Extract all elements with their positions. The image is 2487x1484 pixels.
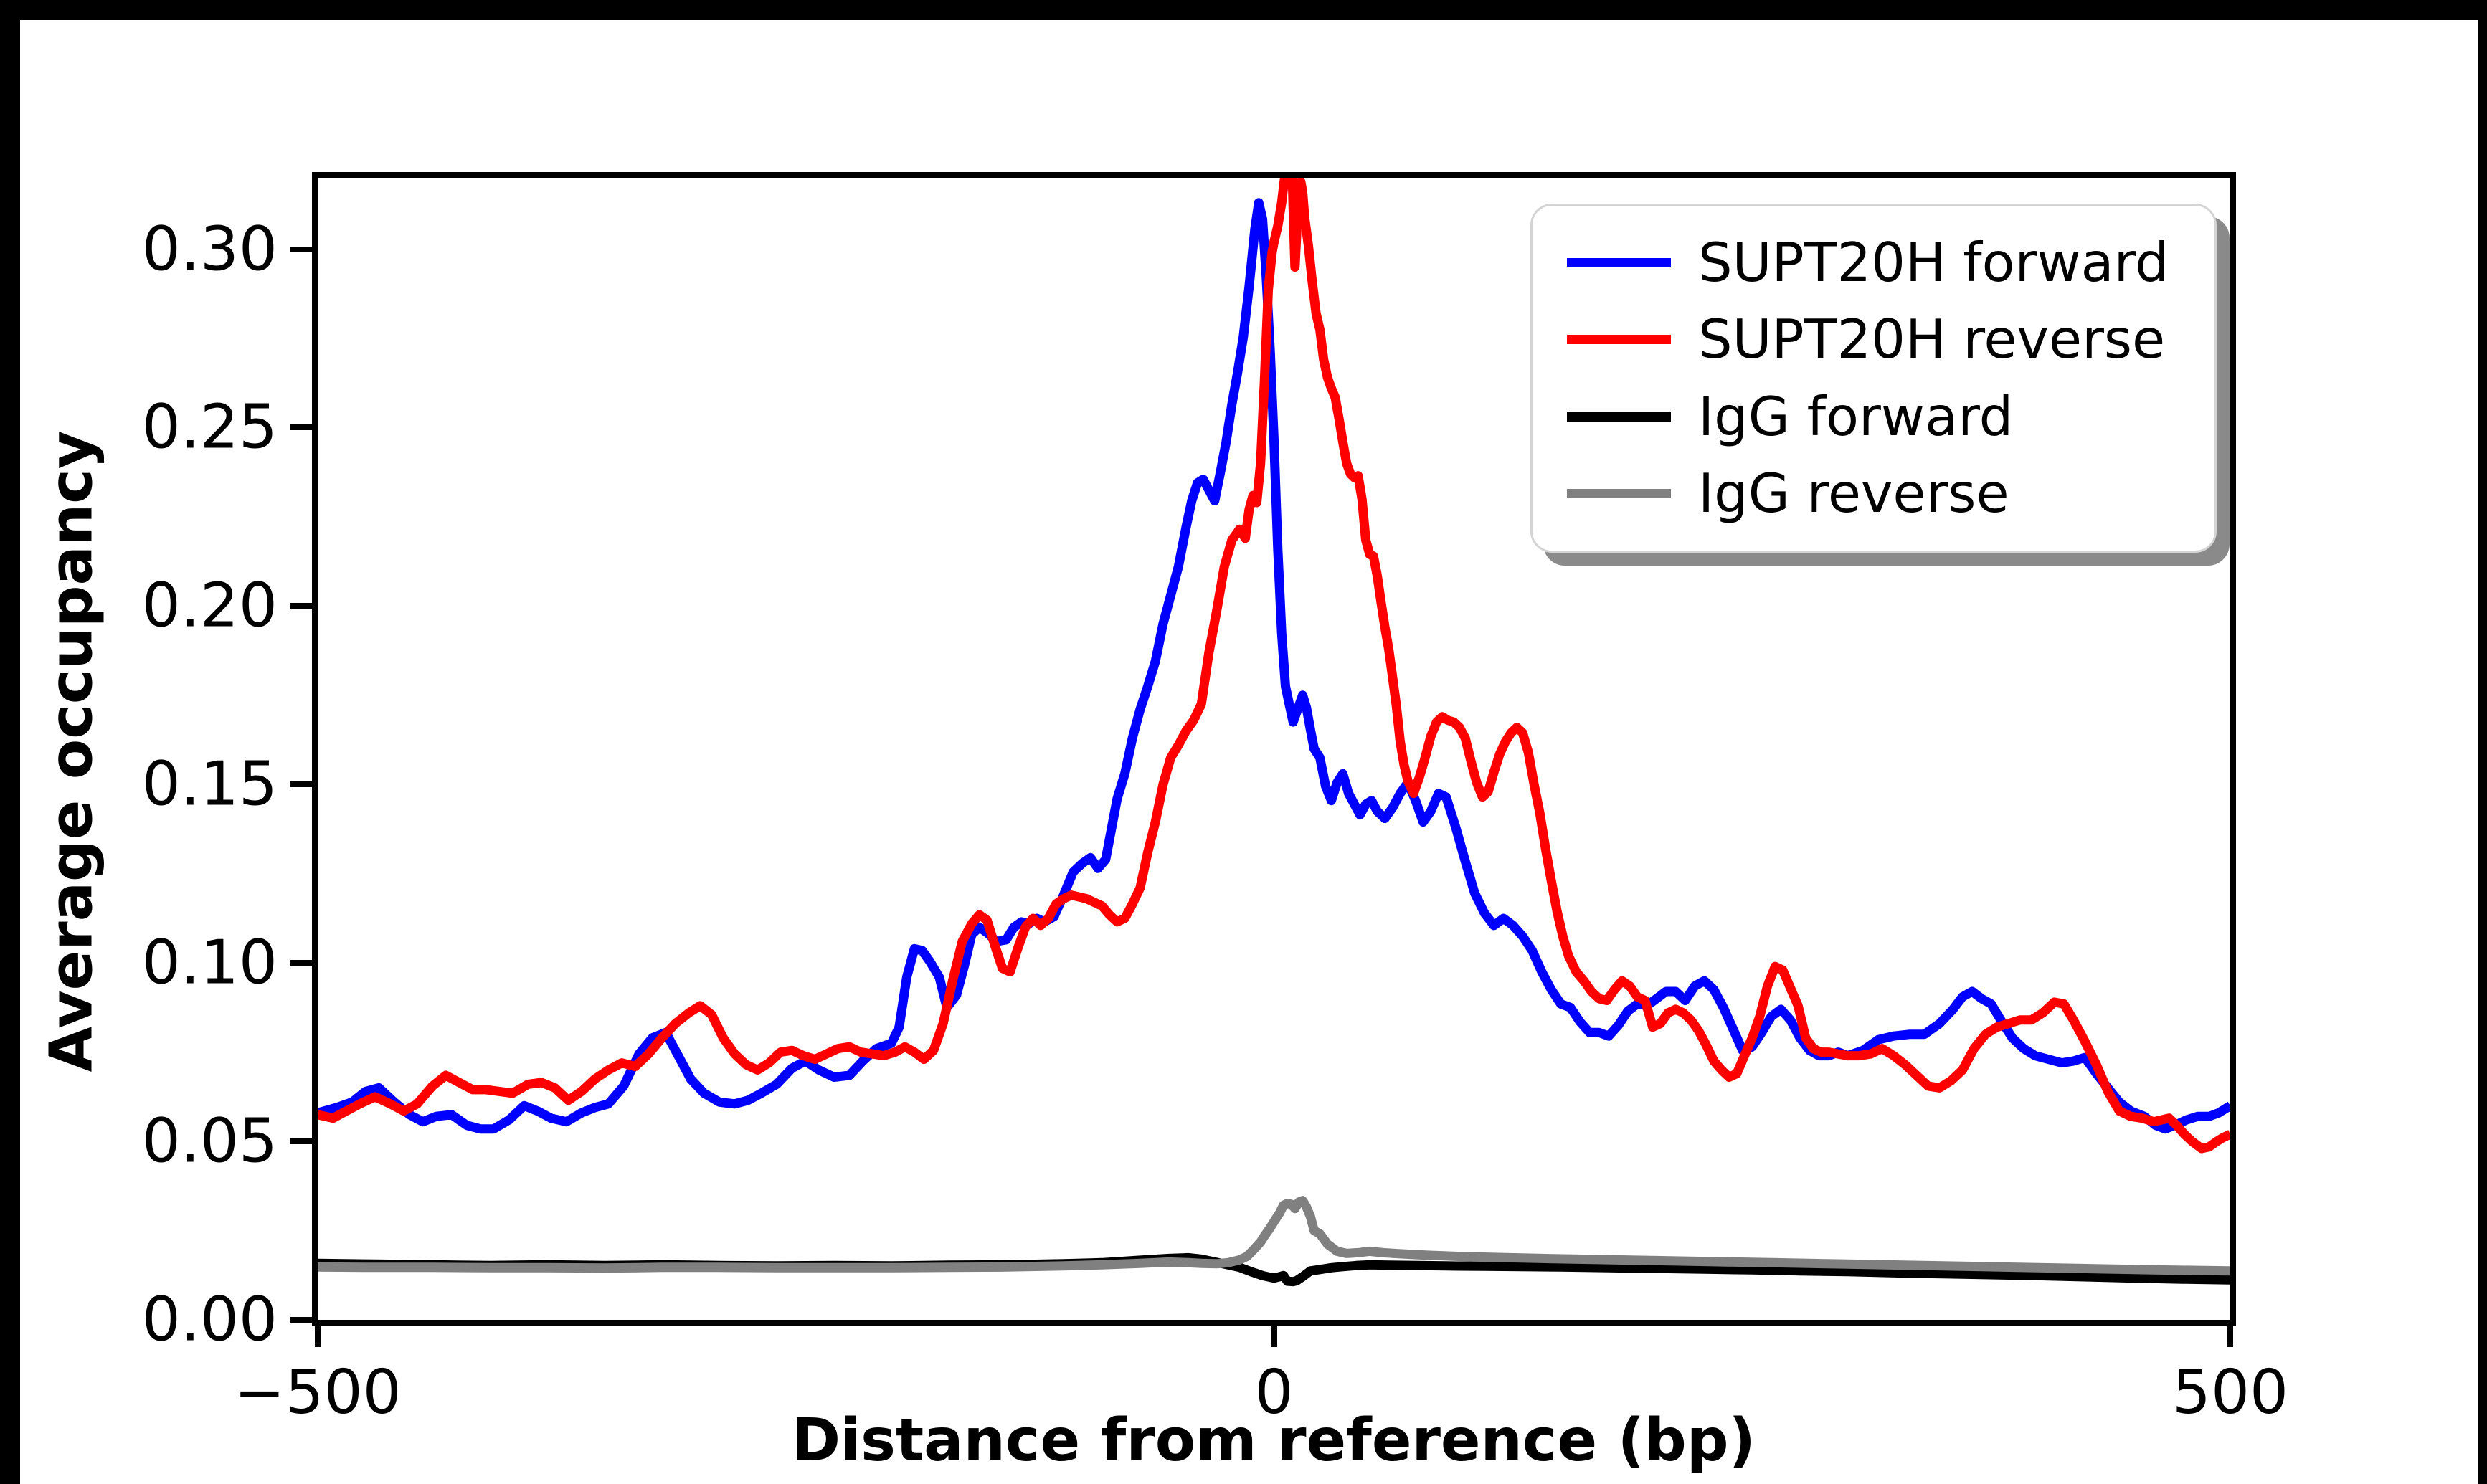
x-tick-label: −500 — [234, 1357, 402, 1428]
legend-entry-igg-reverse: IgG reverse — [1567, 461, 2207, 525]
legend-box: SUPT20H forward SUPT20H reverse IgG forwar… — [1530, 204, 2217, 553]
y-tick-label: 0.25 — [141, 391, 278, 463]
legend-line-sample — [1567, 488, 1671, 498]
y-tick-mark — [290, 246, 312, 252]
legend-entry-supt20h-forward: SUPT20H forward — [1567, 236, 2207, 290]
legend-line-sample — [1567, 412, 1671, 422]
series-line-supt20h-reverse — [318, 178, 2230, 1154]
y-axis-title: Average occupancy — [37, 430, 106, 1072]
y-tick-label: 0.20 — [141, 570, 278, 642]
series-line-igg-reverse — [318, 1196, 2230, 1276]
legend-label: SUPT20H forward — [1698, 231, 2169, 295]
x-tick-mark — [1271, 1326, 1277, 1347]
y-tick-mark — [290, 781, 312, 788]
legend-entry-supt20h-reverse: SUPT20H reverse — [1567, 313, 2207, 366]
legend-line-sample — [1567, 335, 1671, 345]
legend-label: SUPT20H reverse — [1698, 308, 2166, 371]
y-tick-mark — [290, 603, 312, 609]
legend-entry-igg-forward: IgG forward — [1567, 384, 2207, 448]
y-tick-label: 0.00 — [141, 1284, 278, 1356]
x-tick-mark — [2227, 1326, 2233, 1347]
x-tick-mark — [315, 1326, 321, 1347]
y-tick-label: 0.15 — [141, 748, 278, 820]
y-tick-mark — [290, 424, 312, 431]
legend-line-sample — [1567, 258, 1671, 268]
x-axis-title: Distance from reference (bp) — [792, 1407, 1756, 1475]
y-tick-label: 0.10 — [141, 927, 278, 999]
x-tick-label: 0 — [1254, 1357, 1294, 1428]
legend-label: IgG forward — [1698, 384, 2014, 448]
y-tick-mark — [290, 960, 312, 966]
x-tick-label: 500 — [2171, 1357, 2289, 1428]
legend-label: IgG reverse — [1698, 461, 2009, 525]
y-tick-label: 0.05 — [141, 1105, 278, 1177]
chart-canvas — [318, 178, 2230, 1287]
y-tick-mark — [290, 1138, 312, 1145]
y-tick-label: 0.30 — [141, 214, 278, 285]
y-tick-mark — [290, 1317, 312, 1323]
